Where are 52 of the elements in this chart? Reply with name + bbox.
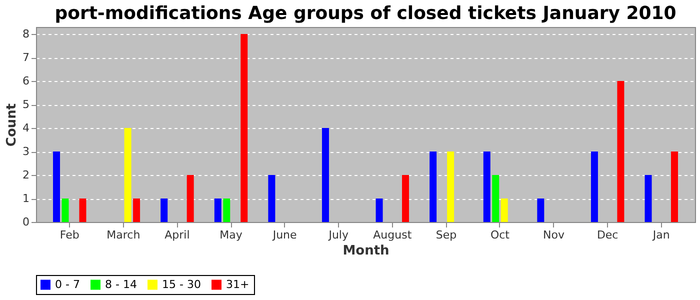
x-axis-title: Month	[342, 244, 390, 258]
x-tick-label: March	[106, 228, 140, 242]
bar	[133, 198, 140, 222]
x-tick-label: Dec	[596, 228, 618, 242]
y-tick-label: 3	[22, 145, 30, 158]
x-tick-label: Oct	[490, 228, 510, 242]
y-axis-title: Count	[4, 103, 20, 147]
x-tick-label: May	[220, 228, 243, 242]
bar	[447, 152, 454, 222]
bar	[186, 175, 194, 222]
legend-label: 8 - 14	[105, 278, 137, 291]
bar	[376, 198, 383, 222]
x-tick-label: April	[164, 228, 190, 242]
bar	[124, 128, 132, 222]
x-tick-label: Jan	[652, 228, 670, 242]
bar	[500, 198, 508, 222]
y-tick-label: 7	[22, 51, 30, 64]
bar	[160, 198, 168, 222]
x-tick-label: Feb	[60, 228, 80, 242]
bar	[492, 175, 500, 222]
bar	[240, 34, 248, 222]
y-tick-label: 2	[22, 168, 30, 182]
x-tick-label: June	[272, 228, 298, 242]
bar	[483, 152, 490, 222]
bar	[402, 175, 410, 222]
x-tick-label: Sep	[436, 228, 457, 242]
bar	[537, 198, 544, 222]
y-tick-label: 6	[22, 74, 30, 88]
chart-title: port-modifications Age groups of closed tickets January 2010	[54, 3, 676, 24]
y-tick-label: 4	[22, 122, 30, 135]
x-tick-label: July	[328, 228, 349, 242]
bar	[223, 198, 230, 222]
bar	[670, 152, 678, 222]
bar	[644, 175, 652, 222]
bar	[617, 81, 624, 222]
bar	[62, 198, 69, 222]
y-tick-label: 0	[22, 216, 30, 228]
x-tick-label: Nov	[543, 228, 566, 242]
bar	[214, 198, 222, 222]
bar	[430, 152, 437, 222]
x-tick-label: August	[373, 228, 412, 242]
y-tick-label: 1	[22, 192, 30, 206]
bar	[79, 198, 86, 222]
y-tick-label: 8	[22, 28, 30, 41]
legend-label: 31+	[226, 278, 250, 291]
bar	[53, 152, 60, 222]
legend-label: 0 - 7	[55, 278, 80, 291]
bar	[322, 128, 329, 222]
bar	[268, 175, 276, 222]
y-tick-label: 5	[22, 98, 30, 112]
legend-label: 15 - 30	[162, 278, 201, 291]
bar	[590, 152, 598, 222]
